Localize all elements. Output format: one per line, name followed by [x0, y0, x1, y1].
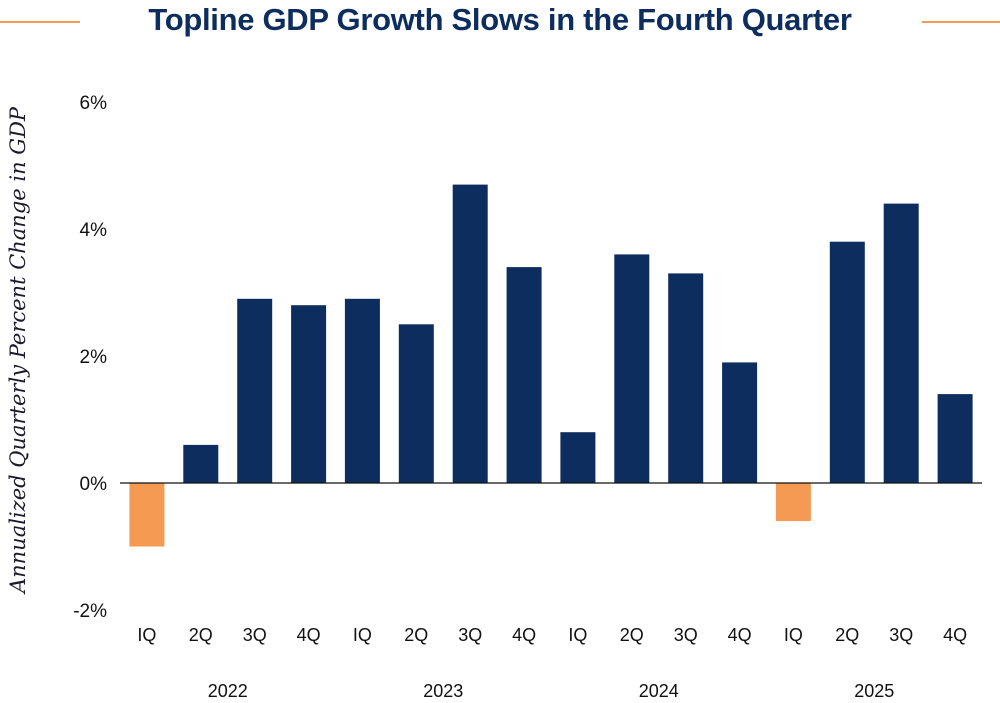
bar-10: [614, 254, 650, 483]
title-rule-left: [0, 21, 80, 23]
x-category-label: IQ: [568, 625, 587, 645]
x-category-label: 4Q: [297, 625, 321, 645]
x-year-label: 2023: [423, 681, 463, 701]
x-category-label: 2Q: [189, 625, 213, 645]
x-category-label: 3Q: [889, 625, 913, 645]
x-year-label: 2024: [639, 681, 679, 701]
x-category-label: 3Q: [458, 625, 482, 645]
x-year-label: 2025: [854, 681, 894, 701]
x-category-label: 4Q: [512, 625, 536, 645]
title-rule-right: [922, 21, 1000, 23]
x-year-label: 2022: [208, 681, 248, 701]
bar-5: [344, 298, 380, 483]
bar-12: [722, 362, 758, 483]
x-category-label: 4Q: [728, 625, 752, 645]
bar-8: [506, 267, 542, 483]
y-tick-label: -2%: [73, 601, 107, 622]
title-row: Topline GDP Growth Slows in the Fourth Q…: [0, 0, 1000, 46]
bar-13: [775, 483, 811, 522]
y-tick-label: 2%: [80, 347, 108, 368]
x-category-label: 3Q: [243, 625, 267, 645]
bar-4: [291, 305, 327, 483]
bar-14: [829, 241, 865, 483]
bar-15: [883, 203, 919, 483]
chart-title: Topline GDP Growth Slows in the Fourth Q…: [148, 2, 852, 37]
bar-1: [129, 483, 165, 547]
x-category-label: 2Q: [620, 625, 644, 645]
x-category-label: 2Q: [835, 625, 859, 645]
y-tick-label: 4%: [80, 220, 108, 241]
bar-2: [183, 444, 219, 483]
bar-3: [237, 298, 273, 483]
y-tick-label: 6%: [80, 93, 108, 114]
x-category-label: 3Q: [674, 625, 698, 645]
bar-9: [560, 432, 596, 483]
bar-11: [668, 273, 704, 483]
bar-16: [937, 394, 973, 483]
x-category-label: 2Q: [404, 625, 428, 645]
x-category-label: IQ: [353, 625, 372, 645]
x-category-label: IQ: [784, 625, 803, 645]
x-category-label: IQ: [137, 625, 156, 645]
x-category-label: 4Q: [943, 625, 967, 645]
bar-6: [398, 324, 434, 484]
bar-7: [452, 184, 488, 483]
y-tick-label: 0%: [80, 474, 108, 495]
